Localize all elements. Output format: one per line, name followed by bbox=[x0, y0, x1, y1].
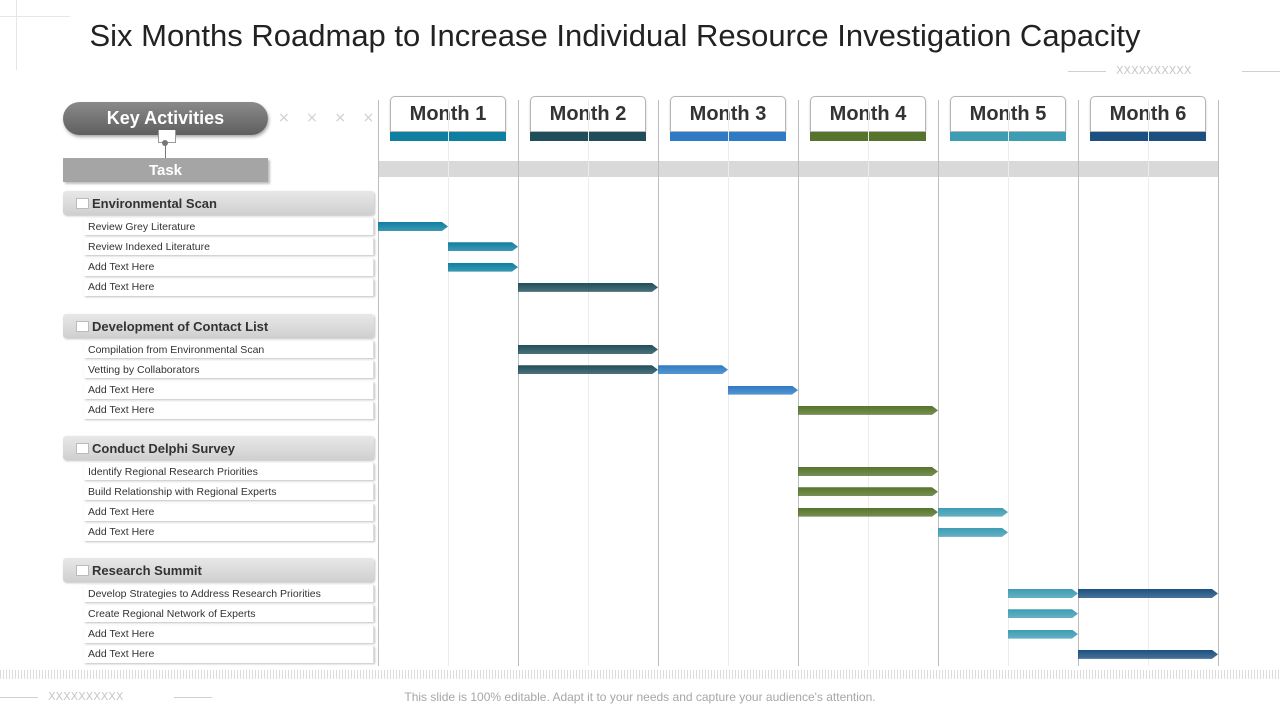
grid-line bbox=[728, 100, 729, 666]
gantt-bar bbox=[728, 386, 798, 395]
gantt-bar bbox=[798, 406, 938, 415]
task-row: Identify Regional Research Priorities bbox=[84, 463, 374, 480]
task-label: Identify Regional Research Priorities bbox=[88, 465, 258, 478]
group-header: Research Summit bbox=[63, 558, 374, 582]
decor-top-right: XXXXXXXXXX bbox=[1068, 64, 1280, 78]
task-label: Add Text Here bbox=[88, 384, 155, 397]
checkbox-icon bbox=[76, 197, 89, 209]
checkbox-icon bbox=[76, 442, 89, 454]
gantt-bar bbox=[658, 365, 728, 374]
footer-note: This slide is 100% editable. Adapt it to… bbox=[404, 690, 876, 704]
bottom-strip bbox=[0, 670, 1280, 679]
gantt-bar bbox=[798, 467, 938, 476]
slide-title: Six Months Roadmap to Increase Individua… bbox=[89, 18, 1141, 53]
gantt-bar bbox=[1008, 630, 1078, 639]
task-label: Add Text Here bbox=[88, 648, 155, 661]
task-label: Add Text Here bbox=[88, 506, 155, 519]
gantt-bar bbox=[448, 242, 518, 251]
group-title: Conduct Delphi Survey bbox=[92, 440, 236, 456]
task-row: Add Text Here bbox=[84, 645, 374, 663]
connector-line bbox=[165, 142, 166, 158]
task-label: Add Text Here bbox=[88, 404, 155, 417]
gantt-bar bbox=[448, 263, 518, 272]
grid-line bbox=[1008, 100, 1009, 666]
task-row: Add Text Here bbox=[84, 523, 374, 541]
grid-line bbox=[448, 100, 449, 666]
gantt-bar bbox=[938, 528, 1008, 537]
gantt-bar bbox=[1008, 589, 1078, 598]
task-label: Add Text Here bbox=[88, 628, 155, 641]
task-label: Develop Strategies to Address Research P… bbox=[88, 587, 321, 600]
group-title: Development of Contact List bbox=[92, 318, 269, 334]
task-row: Add Text Here bbox=[84, 503, 374, 521]
task-row: Create Regional Network of Experts bbox=[84, 605, 374, 623]
decor-bottom-left: XXXXXXXXXX bbox=[0, 690, 212, 704]
group-header: Environmental Scan bbox=[63, 191, 374, 215]
grid-line bbox=[658, 100, 659, 666]
gantt-bar bbox=[518, 345, 658, 354]
task-row: Add Text Here bbox=[84, 278, 374, 296]
gantt-bar bbox=[378, 222, 448, 231]
task-label: Vetting by Collaborators bbox=[88, 363, 200, 376]
grid-line bbox=[938, 100, 939, 666]
grid-line bbox=[798, 100, 799, 666]
task-label: Review Grey Literature bbox=[88, 220, 196, 233]
checkbox-icon bbox=[76, 564, 89, 576]
group-header: Development of Contact List bbox=[63, 314, 374, 338]
task-row: Review Grey Literature bbox=[84, 218, 374, 235]
gantt-bar bbox=[798, 508, 938, 517]
gantt-bar bbox=[938, 508, 1008, 517]
task-label: Build Relationship with Regional Experts bbox=[88, 485, 277, 498]
gantt-bar bbox=[1078, 589, 1218, 598]
key-activities-pill: Key Activities bbox=[63, 102, 268, 135]
grid-line bbox=[588, 100, 589, 666]
task-row: Add Text Here bbox=[84, 381, 374, 399]
grid-line bbox=[518, 100, 519, 666]
task-row: Vetting by Collaborators bbox=[84, 361, 374, 379]
task-row: Add Text Here bbox=[84, 625, 374, 643]
group-title: Research Summit bbox=[92, 562, 202, 578]
checkbox-icon bbox=[76, 320, 89, 332]
gantt-bar bbox=[798, 487, 938, 496]
task-label: Add Text Here bbox=[88, 261, 155, 274]
decor-text-bottom: XXXXXXXXXX bbox=[48, 690, 124, 703]
corner-decor-vertical bbox=[16, 0, 17, 70]
grid-line bbox=[1148, 100, 1149, 666]
task-row: Compilation from Environmental Scan bbox=[84, 341, 374, 358]
task-row: Review Indexed Literature bbox=[84, 238, 374, 256]
task-row: Build Relationship with Regional Experts bbox=[84, 483, 374, 501]
gantt-bar bbox=[1008, 609, 1078, 618]
task-label: Compilation from Environmental Scan bbox=[88, 343, 265, 356]
decor-text-top: XXXXXXXXXX bbox=[1116, 64, 1192, 77]
task-row: Add Text Here bbox=[84, 258, 374, 276]
gantt-bar bbox=[518, 365, 658, 374]
task-header: Task bbox=[63, 158, 268, 182]
grid-line bbox=[1078, 100, 1079, 666]
group-title: Environmental Scan bbox=[92, 195, 217, 211]
task-row: Add Text Here bbox=[84, 401, 374, 419]
group-header: Conduct Delphi Survey bbox=[63, 436, 374, 460]
gantt-bar bbox=[518, 283, 658, 292]
task-label: Add Text Here bbox=[88, 281, 155, 294]
grid-line bbox=[378, 100, 379, 666]
corner-decor-horizontal bbox=[0, 16, 70, 17]
task-label: Add Text Here bbox=[88, 526, 155, 539]
task-label: Create Regional Network of Experts bbox=[88, 607, 256, 620]
task-label: Review Indexed Literature bbox=[88, 240, 210, 253]
grid-line bbox=[868, 100, 869, 666]
task-row: Develop Strategies to Address Research P… bbox=[84, 585, 374, 602]
grid-line bbox=[1218, 100, 1219, 666]
gantt-bar bbox=[1078, 650, 1218, 659]
decor-x-marks: × × × × × bbox=[278, 110, 409, 126]
